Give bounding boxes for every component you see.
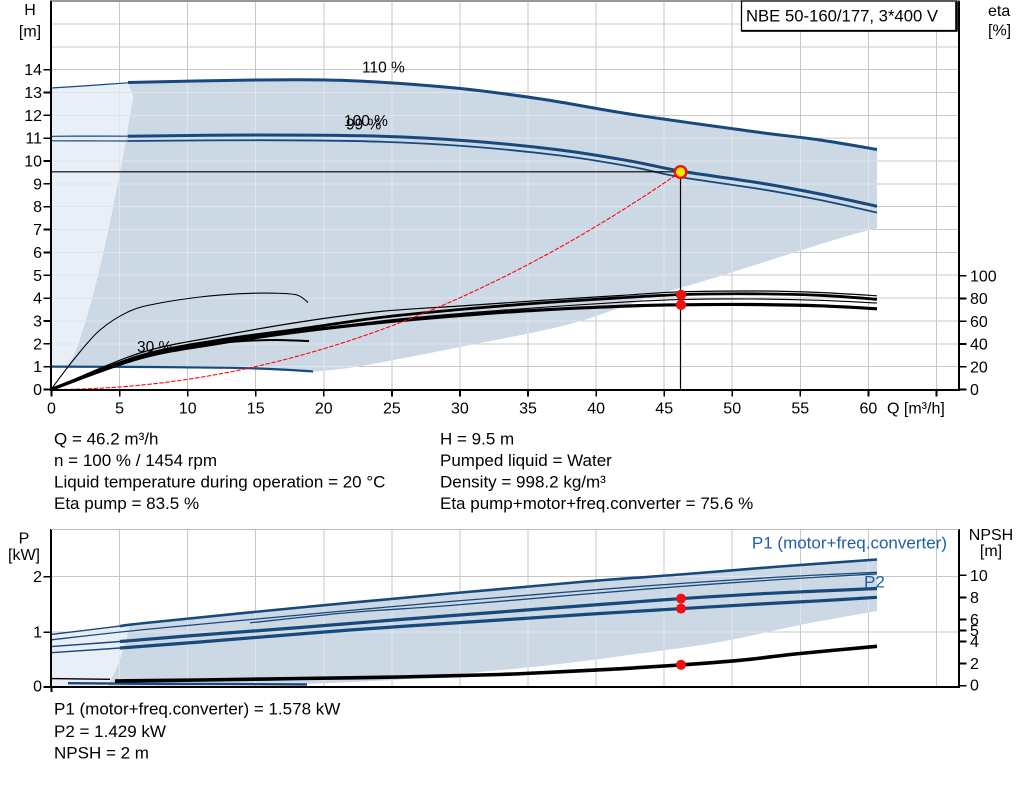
svg-text:60: 60	[860, 401, 878, 418]
svg-text:6: 6	[970, 612, 979, 629]
svg-text:Liquid temperature during oper: Liquid temperature during operation = 20…	[54, 473, 385, 492]
svg-text:12: 12	[24, 108, 42, 125]
svg-text:Q [m³/h]: Q [m³/h]	[887, 401, 945, 418]
svg-text:1: 1	[33, 625, 42, 642]
svg-text:[m]: [m]	[980, 543, 1002, 560]
svg-text:10: 10	[179, 401, 197, 418]
svg-text:25: 25	[383, 401, 401, 418]
svg-text:14: 14	[24, 62, 42, 79]
svg-text:15: 15	[247, 401, 265, 418]
svg-text:11: 11	[25, 131, 42, 148]
svg-text:3: 3	[33, 313, 42, 330]
svg-text:2: 2	[970, 656, 979, 673]
svg-text:100: 100	[970, 268, 997, 285]
svg-text:6: 6	[33, 245, 42, 262]
svg-text:NPSH: NPSH	[969, 527, 1013, 544]
svg-text:5: 5	[33, 268, 42, 285]
svg-text:45: 45	[655, 401, 673, 418]
svg-text:0: 0	[970, 382, 979, 399]
svg-text:35: 35	[519, 401, 537, 418]
svg-text:0: 0	[970, 678, 979, 695]
svg-text:40: 40	[970, 337, 988, 354]
svg-text:1: 1	[33, 359, 42, 376]
svg-text:H = 9.5 m: H = 9.5 m	[440, 430, 514, 449]
svg-text:2: 2	[33, 569, 42, 586]
svg-text:[m]: [m]	[19, 24, 41, 41]
svg-text:55: 55	[791, 401, 809, 418]
svg-text:H: H	[24, 2, 36, 19]
svg-text:[%]: [%]	[988, 23, 1011, 40]
svg-text:P1 (motor+freq.converter) = 1.: P1 (motor+freq.converter) = 1.578 kW	[54, 700, 340, 719]
svg-text:10: 10	[24, 154, 42, 171]
svg-text:P2 = 1.429 kW: P2 = 1.429 kW	[54, 722, 166, 741]
svg-text:Eta pump+motor+freq.converter: Eta pump+motor+freq.converter = 75.6 %	[440, 494, 753, 513]
svg-text:50: 50	[723, 401, 741, 418]
svg-text:13: 13	[24, 85, 42, 102]
svg-text:4: 4	[970, 634, 979, 651]
svg-text:99 %: 99 %	[346, 117, 382, 134]
svg-text:9: 9	[33, 176, 42, 193]
svg-text:Eta pump = 83.5 %: Eta pump = 83.5 %	[54, 494, 199, 513]
svg-text:8: 8	[970, 590, 979, 607]
svg-text:P1 (motor+freq.converter): P1 (motor+freq.converter)	[752, 534, 947, 553]
svg-text:4: 4	[33, 291, 42, 308]
svg-text:P: P	[19, 531, 30, 548]
svg-text:5: 5	[970, 623, 979, 640]
svg-text:20: 20	[315, 401, 333, 418]
svg-text:100 %: 100 %	[344, 113, 388, 130]
svg-text:Q = 46.2 m³/h: Q = 46.2 m³/h	[54, 430, 158, 449]
svg-text:0: 0	[47, 401, 56, 418]
svg-text:10: 10	[970, 568, 988, 585]
svg-text:30 %: 30 %	[137, 339, 173, 356]
svg-text:30: 30	[451, 401, 469, 418]
svg-text:Pumped liquid = Water: Pumped liquid = Water	[440, 451, 612, 470]
svg-text:n = 100 % / 1454 rpm: n = 100 % / 1454 rpm	[54, 451, 217, 470]
svg-text:2: 2	[33, 336, 42, 353]
svg-text:NPSH = 2 m: NPSH = 2 m	[54, 744, 149, 763]
svg-text:Density = 998.2 kg/m³: Density = 998.2 kg/m³	[440, 473, 606, 492]
svg-text:40: 40	[587, 401, 605, 418]
svg-text:NBE 50-160/177, 3*400 V: NBE 50-160/177, 3*400 V	[746, 7, 939, 26]
svg-text:0: 0	[33, 678, 42, 695]
svg-text:20: 20	[970, 359, 988, 376]
svg-text:0: 0	[33, 382, 42, 399]
svg-text:[kW]: [kW]	[8, 547, 40, 564]
svg-text:110 %: 110 %	[362, 60, 405, 77]
svg-text:5: 5	[115, 401, 124, 418]
svg-text:8: 8	[33, 199, 42, 216]
svg-text:eta: eta	[988, 3, 1010, 20]
svg-text:80: 80	[970, 291, 988, 308]
svg-text:7: 7	[33, 222, 42, 239]
svg-text:60: 60	[970, 314, 988, 331]
svg-text:P2: P2	[864, 573, 885, 592]
